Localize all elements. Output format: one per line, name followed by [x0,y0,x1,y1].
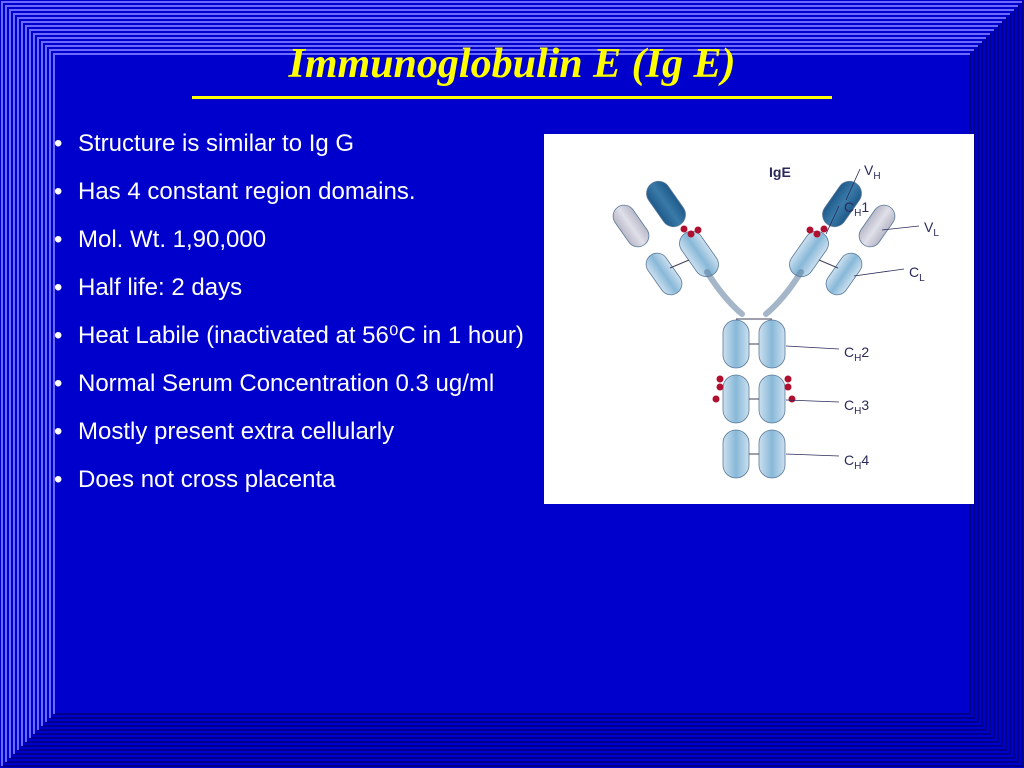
ige-svg [544,134,974,504]
ige-diagram: IgE VH VL CH1 CL CH2 CH3 CH4 [544,134,974,504]
ch4-label: CH4 [844,452,869,472]
vl-label: VL [924,219,939,239]
bullet-item: Mostly present extra cellularly [50,417,529,447]
bullet-item: Normal Serum Concentration 0.3 ug/ml [50,369,529,399]
bullet-item: Heat Labile (inactivated at 56⁰C in 1 ho… [50,321,529,351]
vh-label: VH [864,162,881,182]
bullet-item: Mol. Wt. 1,90,000 [50,225,529,255]
cl-label: CL [909,264,925,284]
bullet-item: Has 4 constant region domains. [50,177,529,207]
ch3-label: CH3 [844,397,869,417]
bullet-item: Half life: 2 days [50,273,529,303]
slide-title: Immunoglobulin E (Ig E) [192,40,832,99]
bullet-item: Structure is similar to Ig G [50,129,529,159]
ch2-label: CH2 [844,344,869,364]
slide-content: Immunoglobulin E (Ig E) Structure is sim… [0,0,1024,768]
diagram-title-label: IgE [769,164,791,180]
body-row: Structure is similar to Ig G Has 4 consta… [50,129,974,513]
bullet-list: Structure is similar to Ig G Has 4 consta… [50,129,529,513]
ch1-label: CH1 [844,199,869,219]
bullet-item: Does not cross placenta [50,465,529,495]
